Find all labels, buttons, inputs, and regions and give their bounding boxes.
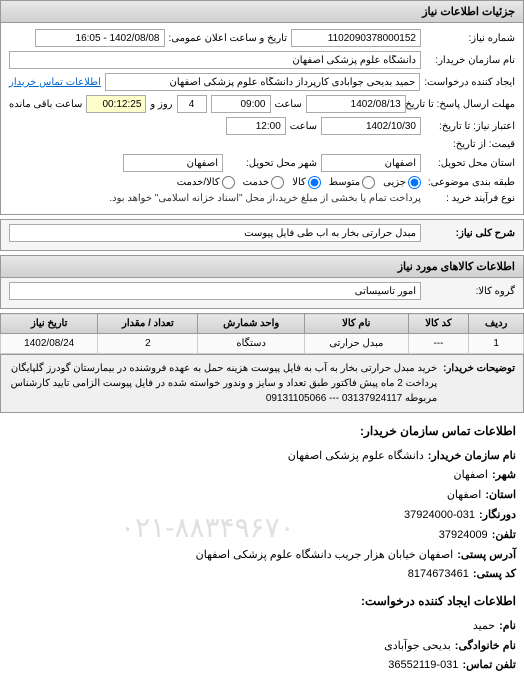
delivery-city-input[interactable] (123, 154, 223, 172)
desc-label: توضیحات خریدار: (443, 361, 515, 406)
td-qty: 2 (98, 334, 198, 354)
radio-goods[interactable]: کالا (292, 176, 321, 189)
desc-text: خرید مبدل حرارتی بخار به آب به فایل پیوس… (9, 361, 437, 406)
contact-section: اطلاعات تماس سازمان خریدار: نام سازمان خ… (0, 413, 524, 684)
creator-label: ایجاد کننده درخواست: (424, 77, 515, 88)
request-number-label: شماره نیاز: (425, 33, 515, 44)
contact-phone-label: تلفن: (492, 526, 516, 546)
validity-label: اعتبار نیاز: تا تاریخ: (425, 121, 515, 132)
radio-goods-service[interactable]: کالا/خدمت (177, 176, 235, 189)
contact-name: حمید (473, 617, 495, 637)
td-date: 1402/08/24 (1, 334, 98, 354)
goods-table: ردیف کد کالا نام کالا واحد شمارش تعداد /… (0, 313, 524, 354)
contact-fax: 37924000-031 (404, 506, 475, 526)
td-name: مبدل حرارتی (304, 334, 408, 354)
buyer-contact-link[interactable]: اطلاعات تماس خریدار (9, 77, 101, 88)
contact-phone: 37924009 (439, 526, 488, 546)
contact-title: اطلاعات تماس سازمان خریدار: (8, 421, 516, 443)
table-header-row: ردیف کد کالا نام کالا واحد شمارش تعداد /… (1, 314, 524, 334)
time-label-2: ساعت (290, 121, 317, 132)
delivery-province-input[interactable] (321, 154, 421, 172)
th-date: تاریخ نیاز (1, 314, 98, 334)
validity-date-input[interactable] (321, 117, 421, 135)
th-qty: تعداد / مقدار (98, 314, 198, 334)
delivery-city-label: شهر محل تحویل: (227, 158, 317, 169)
contact-address: اصفهان خیابان هزار جریب دانشگاه علوم پزش… (196, 546, 454, 566)
price-label: قیمت: از تاریخ: (425, 139, 515, 150)
contact-fax-label: دورنگار: (479, 506, 516, 526)
group-label: گروه کالا: (425, 286, 515, 297)
group-box: گروه کالا: (0, 277, 524, 309)
panel-title: جزئیات اطلاعات نیاز (1, 1, 523, 23)
contact-lastname: بدیحی جوآبادی (384, 637, 451, 657)
remain-time-label: ساعت باقی مانده (9, 99, 82, 110)
radio-service[interactable]: خدمت (243, 176, 285, 189)
radio-medium[interactable]: متوسط (329, 176, 375, 189)
th-row: ردیف (469, 314, 524, 334)
th-unit: واحد شمارش (198, 314, 305, 334)
buyer-name-label: نام سازمان خریدار: (425, 55, 515, 66)
deadline-date-input[interactable] (306, 95, 406, 113)
purchase-process-label: نوع فرآیند خرید : (425, 193, 515, 204)
contact-address-label: آدرس پستی: (457, 546, 516, 566)
details-panel: جزئیات اطلاعات نیاز شماره نیاز: تاریخ و … (0, 0, 524, 215)
td-code: --- (408, 334, 469, 354)
creator-section-title: اطلاعات ایجاد کننده درخواست: (8, 591, 516, 613)
creator-input[interactable] (105, 73, 420, 91)
delivery-province-label: استان محل تحویل: (425, 158, 515, 169)
public-date-input[interactable] (35, 29, 165, 47)
summary-box: شرح کلی نیاز: (0, 219, 524, 251)
td-unit: دستگاه (198, 334, 305, 354)
contact-name-label: نام: (499, 617, 516, 637)
remain-days-input[interactable] (177, 95, 207, 113)
classification-label: طبقه بندی موضوعی: (425, 177, 515, 188)
th-code: کد کالا (408, 314, 469, 334)
public-date-label: تاریخ و ساعت اعلان عمومی: (169, 33, 288, 44)
request-number-input[interactable] (291, 29, 421, 47)
remain-day-label: روز و (150, 99, 172, 110)
contact-province-label: استان: (485, 486, 516, 506)
deadline-from-label: مهلت ارسال پاسخ: تا تاریخ: (410, 99, 515, 110)
radio-partial[interactable]: جزیی (383, 176, 421, 189)
contact-org: دانشگاه علوم پزشکی اصفهان (288, 447, 424, 467)
remain-time-input[interactable] (86, 95, 146, 113)
deadline-time-input[interactable] (211, 95, 271, 113)
group-input[interactable] (9, 282, 421, 300)
contact-province: اصفهان (447, 486, 481, 506)
table-row[interactable]: 1 --- مبدل حرارتی دستگاه 2 1402/08/24 (1, 334, 524, 354)
summary-label: شرح کلی نیاز: (425, 228, 515, 239)
buyer-name-input[interactable] (9, 51, 421, 69)
contact-postal-label: کد پستی: (473, 565, 516, 585)
contact-lastname-label: نام خانوادگی: (455, 637, 516, 657)
description-box: توضیحات خریدار: خرید مبدل حرارتی بخار به… (0, 354, 524, 413)
goods-section-title: اطلاعات کالاهای مورد نیاز (0, 255, 524, 277)
contact-phone2-label: تلفن تماس: (462, 656, 516, 676)
contact-city-label: شهر: (492, 466, 516, 486)
contact-org-label: نام سازمان خریدار: (428, 447, 516, 467)
th-name: نام کالا (304, 314, 408, 334)
validity-time-input[interactable] (226, 117, 286, 135)
contact-city: اصفهان (454, 466, 488, 486)
time-label-1: ساعت (275, 99, 302, 110)
contact-postal: 8174673461 (408, 565, 469, 585)
td-row: 1 (469, 334, 524, 354)
contact-phone2: 36552119-031 (388, 656, 458, 676)
purchase-note: پرداخت تمام یا بخشی از مبلغ خرید،از محل … (109, 193, 421, 204)
summary-input[interactable] (9, 224, 421, 242)
